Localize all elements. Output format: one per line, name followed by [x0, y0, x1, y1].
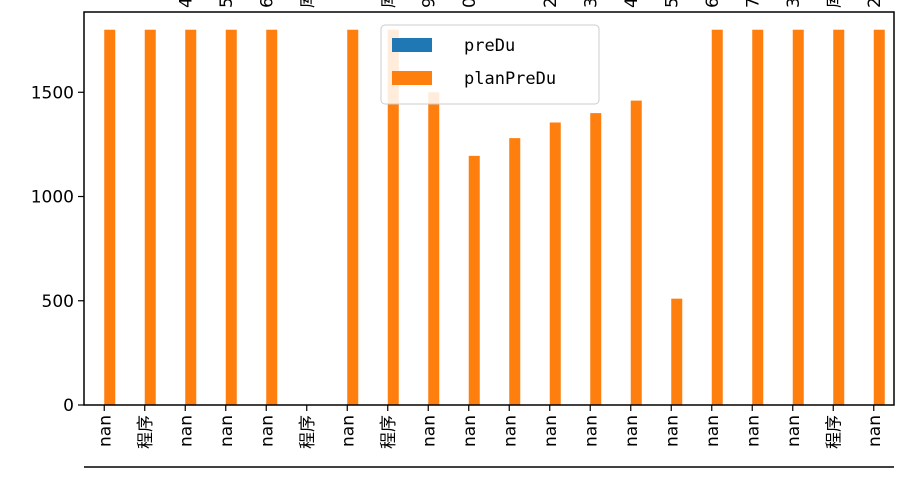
bars-layer	[104, 29, 885, 406]
legend: preDu planPreDu	[380, 24, 600, 105]
x-tick-label: nan	[338, 415, 358, 447]
top-clipped-label: 2	[865, 0, 885, 8]
bar-planPreDu-10	[509, 138, 521, 405]
top-clipped-label: 9	[419, 0, 439, 8]
bar-planPreDu-1	[144, 29, 156, 405]
legend-box	[380, 24, 600, 105]
top-clipped-label: 库	[298, 0, 318, 8]
bar-planPreDu-14	[671, 298, 683, 405]
bar-planPreDu-2	[185, 29, 197, 405]
bar-planPreDu-19	[873, 29, 885, 405]
x-tick-label: nan	[622, 415, 642, 447]
bar-planPreDu-18	[833, 29, 845, 405]
legend-label-preDu: preDu	[464, 36, 515, 56]
x-tick-label: nan	[541, 415, 561, 447]
top-clipped-label: 库	[379, 0, 399, 8]
bar-planPreDu-3	[225, 29, 237, 405]
x-tick-label: nan	[460, 415, 480, 447]
top-clipped-label: 4	[622, 0, 642, 8]
x-tick-label: nan	[95, 415, 115, 447]
bar-planPreDu-11	[549, 122, 561, 406]
top-clipped-label: 3	[581, 0, 601, 8]
x-tick-label: nan	[419, 415, 439, 447]
x-tick-label: nan	[217, 415, 237, 447]
bar-planPreDu-6	[347, 29, 359, 405]
x-tick-label: nan	[703, 415, 723, 447]
y-tick-label: 1000	[31, 188, 74, 208]
bar-planPreDu-13	[630, 100, 642, 406]
bar-planPreDu-15	[711, 29, 723, 405]
x-tick-label: 程序	[298, 415, 318, 449]
x-tick-label: nan	[865, 415, 885, 447]
axes-frame	[83, 11, 895, 406]
y-tick-label: 0	[63, 396, 74, 416]
bar-planPreDu-17	[792, 29, 804, 405]
top-clipped-label: 6	[703, 0, 723, 8]
bar-planPreDu-0	[104, 29, 116, 405]
x-tick-label: nan	[176, 415, 196, 447]
legend-swatch-preDu	[392, 38, 432, 52]
x-tick-label: nan	[662, 415, 682, 447]
top-clipped-label: 3	[784, 0, 804, 8]
bar-planPreDu-4	[266, 29, 278, 405]
legend-swatch-planPreDu	[392, 71, 432, 85]
y-tick-label: 1500	[31, 83, 74, 103]
x-tick-label: 程序	[136, 415, 156, 449]
x-tick-label: 程序	[824, 415, 844, 449]
y-tick-label: 500	[42, 292, 74, 312]
top-clipped-label: 4	[176, 0, 196, 8]
x-axis: nan1程序nan4nan5nan6程序nan1程序nan9nan0nan1na…	[95, 405, 885, 449]
x-tick-label: nan	[581, 415, 601, 447]
top-clipped-label: 7	[743, 0, 763, 8]
x-tick-label: nan	[743, 415, 763, 447]
top-clipped-label: 5	[217, 0, 237, 8]
top-clipped-label: 6	[257, 0, 277, 8]
y-axis: 0 500 1000 1500	[31, 83, 84, 416]
x-tick-label: 程序	[379, 415, 399, 449]
bar-planPreDu-8	[428, 92, 440, 405]
bar-planPreDu-7	[387, 29, 399, 405]
bar-planPreDu-16	[752, 29, 764, 405]
bar-planPreDu-9	[468, 155, 480, 405]
top-clipped-label: 库	[824, 0, 844, 8]
top-clipped-label: 5	[662, 0, 682, 8]
legend-label-planPreDu: planPreDu	[464, 69, 556, 89]
bar-planPreDu-12	[590, 113, 602, 406]
x-tick-label: nan	[784, 415, 804, 447]
x-tick-label: nan	[257, 415, 277, 447]
top-clipped-labels: 4 5 6 库 库 9 0 2 3 4 5 6 7 3 库 2	[176, 0, 885, 8]
top-clipped-label: 0	[460, 0, 480, 8]
top-clipped-label: 2	[541, 0, 561, 8]
x-tick-label: nan	[500, 415, 520, 447]
